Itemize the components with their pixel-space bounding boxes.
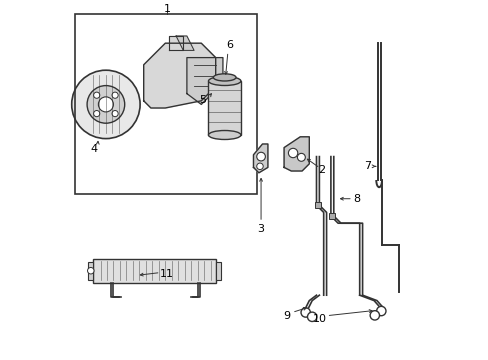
Bar: [88, 262, 93, 280]
Bar: [93, 259, 215, 283]
Circle shape: [307, 312, 316, 321]
Polygon shape: [253, 144, 267, 173]
Circle shape: [376, 306, 385, 316]
Circle shape: [288, 148, 297, 158]
Polygon shape: [284, 137, 309, 171]
Circle shape: [256, 163, 263, 170]
Text: 3: 3: [257, 224, 264, 234]
Ellipse shape: [213, 74, 236, 81]
Bar: [208, 81, 241, 135]
Circle shape: [112, 111, 118, 117]
Text: 11: 11: [160, 269, 174, 279]
Text: 5: 5: [199, 95, 206, 105]
Circle shape: [256, 152, 265, 161]
Text: 8: 8: [353, 194, 360, 204]
Circle shape: [112, 92, 118, 98]
Ellipse shape: [208, 77, 241, 86]
Circle shape: [93, 92, 100, 98]
Text: 1: 1: [163, 4, 170, 14]
Circle shape: [93, 111, 100, 117]
Text: 6: 6: [225, 40, 232, 50]
Circle shape: [87, 86, 124, 123]
Circle shape: [72, 70, 140, 139]
Bar: [329, 213, 335, 219]
Text: 10: 10: [312, 314, 326, 324]
Polygon shape: [186, 58, 223, 104]
Circle shape: [87, 267, 94, 274]
Bar: [314, 202, 320, 208]
Polygon shape: [176, 36, 194, 50]
Text: 2: 2: [318, 165, 325, 175]
Text: 4: 4: [90, 144, 98, 154]
Circle shape: [297, 153, 305, 161]
Circle shape: [98, 97, 113, 112]
Polygon shape: [143, 43, 215, 108]
Ellipse shape: [208, 131, 241, 140]
Text: 9: 9: [283, 311, 289, 321]
Bar: [75, 14, 257, 194]
Bar: [215, 262, 220, 280]
Circle shape: [369, 311, 379, 320]
Text: 7: 7: [363, 161, 370, 171]
Polygon shape: [168, 36, 183, 50]
Circle shape: [301, 308, 310, 317]
